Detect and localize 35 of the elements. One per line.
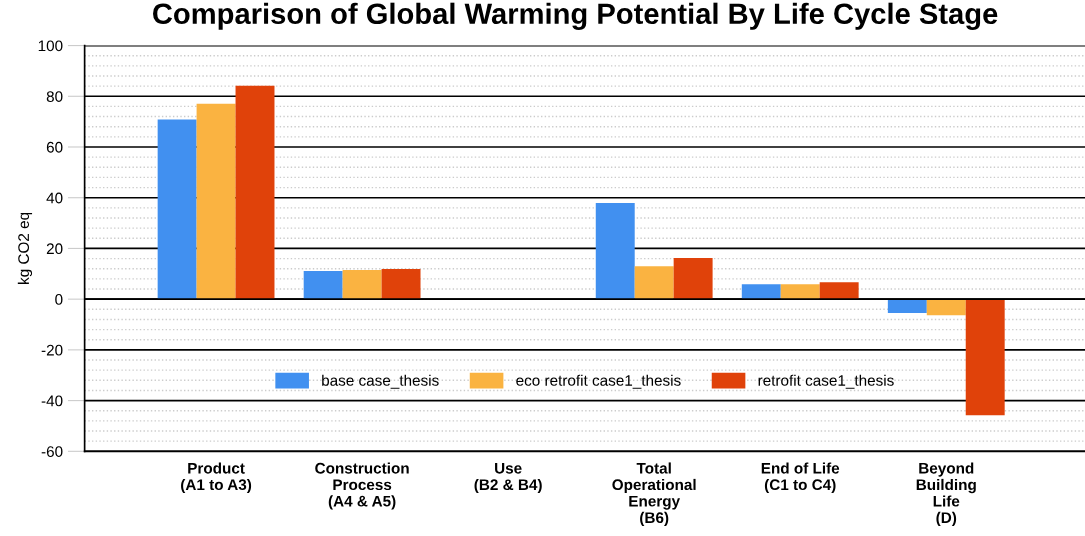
bar [926, 299, 966, 316]
bar [780, 284, 820, 300]
x-tick-label: Beyond Building Life (D) [916, 462, 976, 527]
x-tick-label: Product (A1 to A3) [181, 462, 252, 494]
x-tick-label: Use (B2 & B4) [474, 462, 542, 494]
bar [887, 299, 927, 314]
y-axis-title: kg CO2 eq [17, 212, 33, 284]
bar [303, 271, 343, 300]
y-tick-label: -40 [41, 395, 63, 407]
y-tick-label: 80 [46, 91, 63, 102]
bar [342, 269, 382, 300]
bar [157, 119, 197, 300]
legend-label: retrofit case1_thesis [758, 374, 894, 389]
y-tick-label: 20 [46, 243, 63, 255]
bar [235, 85, 275, 300]
bar [965, 299, 1005, 416]
bar [819, 282, 859, 300]
x-tick-label: Total Operational Energy (B6) [612, 462, 696, 527]
y-tick-label: 0 [55, 294, 63, 305]
chart-title: Comparison of Global Warming Potential By Life Cycle Stage [153, 2, 998, 30]
bar [741, 284, 781, 300]
bar [673, 258, 713, 300]
y-tick-label: -60 [41, 446, 63, 457]
bar [634, 266, 674, 300]
bar [595, 203, 635, 300]
y-tick-label: 40 [46, 192, 63, 204]
bar [381, 268, 421, 300]
x-tick-label: End of Life (C1 to C4) [761, 462, 840, 494]
y-tick-label: 100 [38, 40, 63, 52]
y-tick-label: -20 [41, 344, 63, 356]
y-tick-label: 60 [46, 141, 63, 153]
bar [196, 103, 236, 300]
x-tick-label: Construction Process (A4 & A5) [315, 462, 409, 510]
legend-label: eco retrofit case1_thesis [516, 374, 681, 389]
legend-label: base case_thesis [322, 374, 439, 389]
